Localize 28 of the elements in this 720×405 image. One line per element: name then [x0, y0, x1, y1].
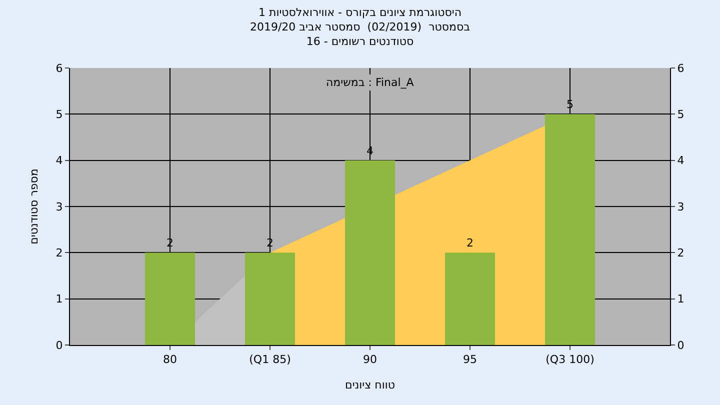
y2-tick-label: 1 — [677, 292, 684, 306]
x-tick-label: (Q3 100) — [546, 353, 594, 366]
chart-title: היסטוגרמת ציונים בקורס - אווירואלסטיות 1 — [258, 6, 462, 20]
y-tick-label: 2 — [56, 246, 63, 260]
y2-tick-label: 6 — [677, 62, 684, 75]
x-tick-label: 95 — [463, 353, 477, 366]
y2-tick-label: 5 — [677, 108, 684, 122]
data-label: 2 — [466, 236, 474, 250]
bar — [545, 114, 595, 345]
y-tick-label: 5 — [56, 108, 63, 122]
chart-subtitle: בסמסטר (02/2019) סמסטר אביב 2019/20 סטודנטים רשומים - 16 — [250, 20, 470, 48]
y-tick-label: 3 — [56, 200, 63, 214]
y-tick-label: 0 — [56, 338, 63, 352]
x-tick-label: (Q1 85) — [249, 353, 291, 366]
y-tick-label: 4 — [56, 154, 63, 168]
y-axis-title: מספר סטודנטים — [27, 168, 40, 244]
y2-tick-label: 3 — [677, 200, 684, 214]
y-tick-label: 1 — [56, 292, 63, 306]
y2-tick-label: 2 — [677, 246, 684, 260]
x-tick-label: 80 — [163, 353, 177, 366]
y2-tick-label: 4 — [677, 154, 684, 168]
annotation: במשימה : Final_A — [326, 76, 414, 89]
bar — [345, 160, 395, 345]
x-tick-label: 90 — [363, 353, 377, 366]
bar — [445, 252, 495, 345]
x-axis-title: טווח ציונים — [345, 378, 395, 392]
y2-tick-label: 0 — [677, 338, 684, 352]
y-tick-label: 6 — [56, 62, 63, 75]
